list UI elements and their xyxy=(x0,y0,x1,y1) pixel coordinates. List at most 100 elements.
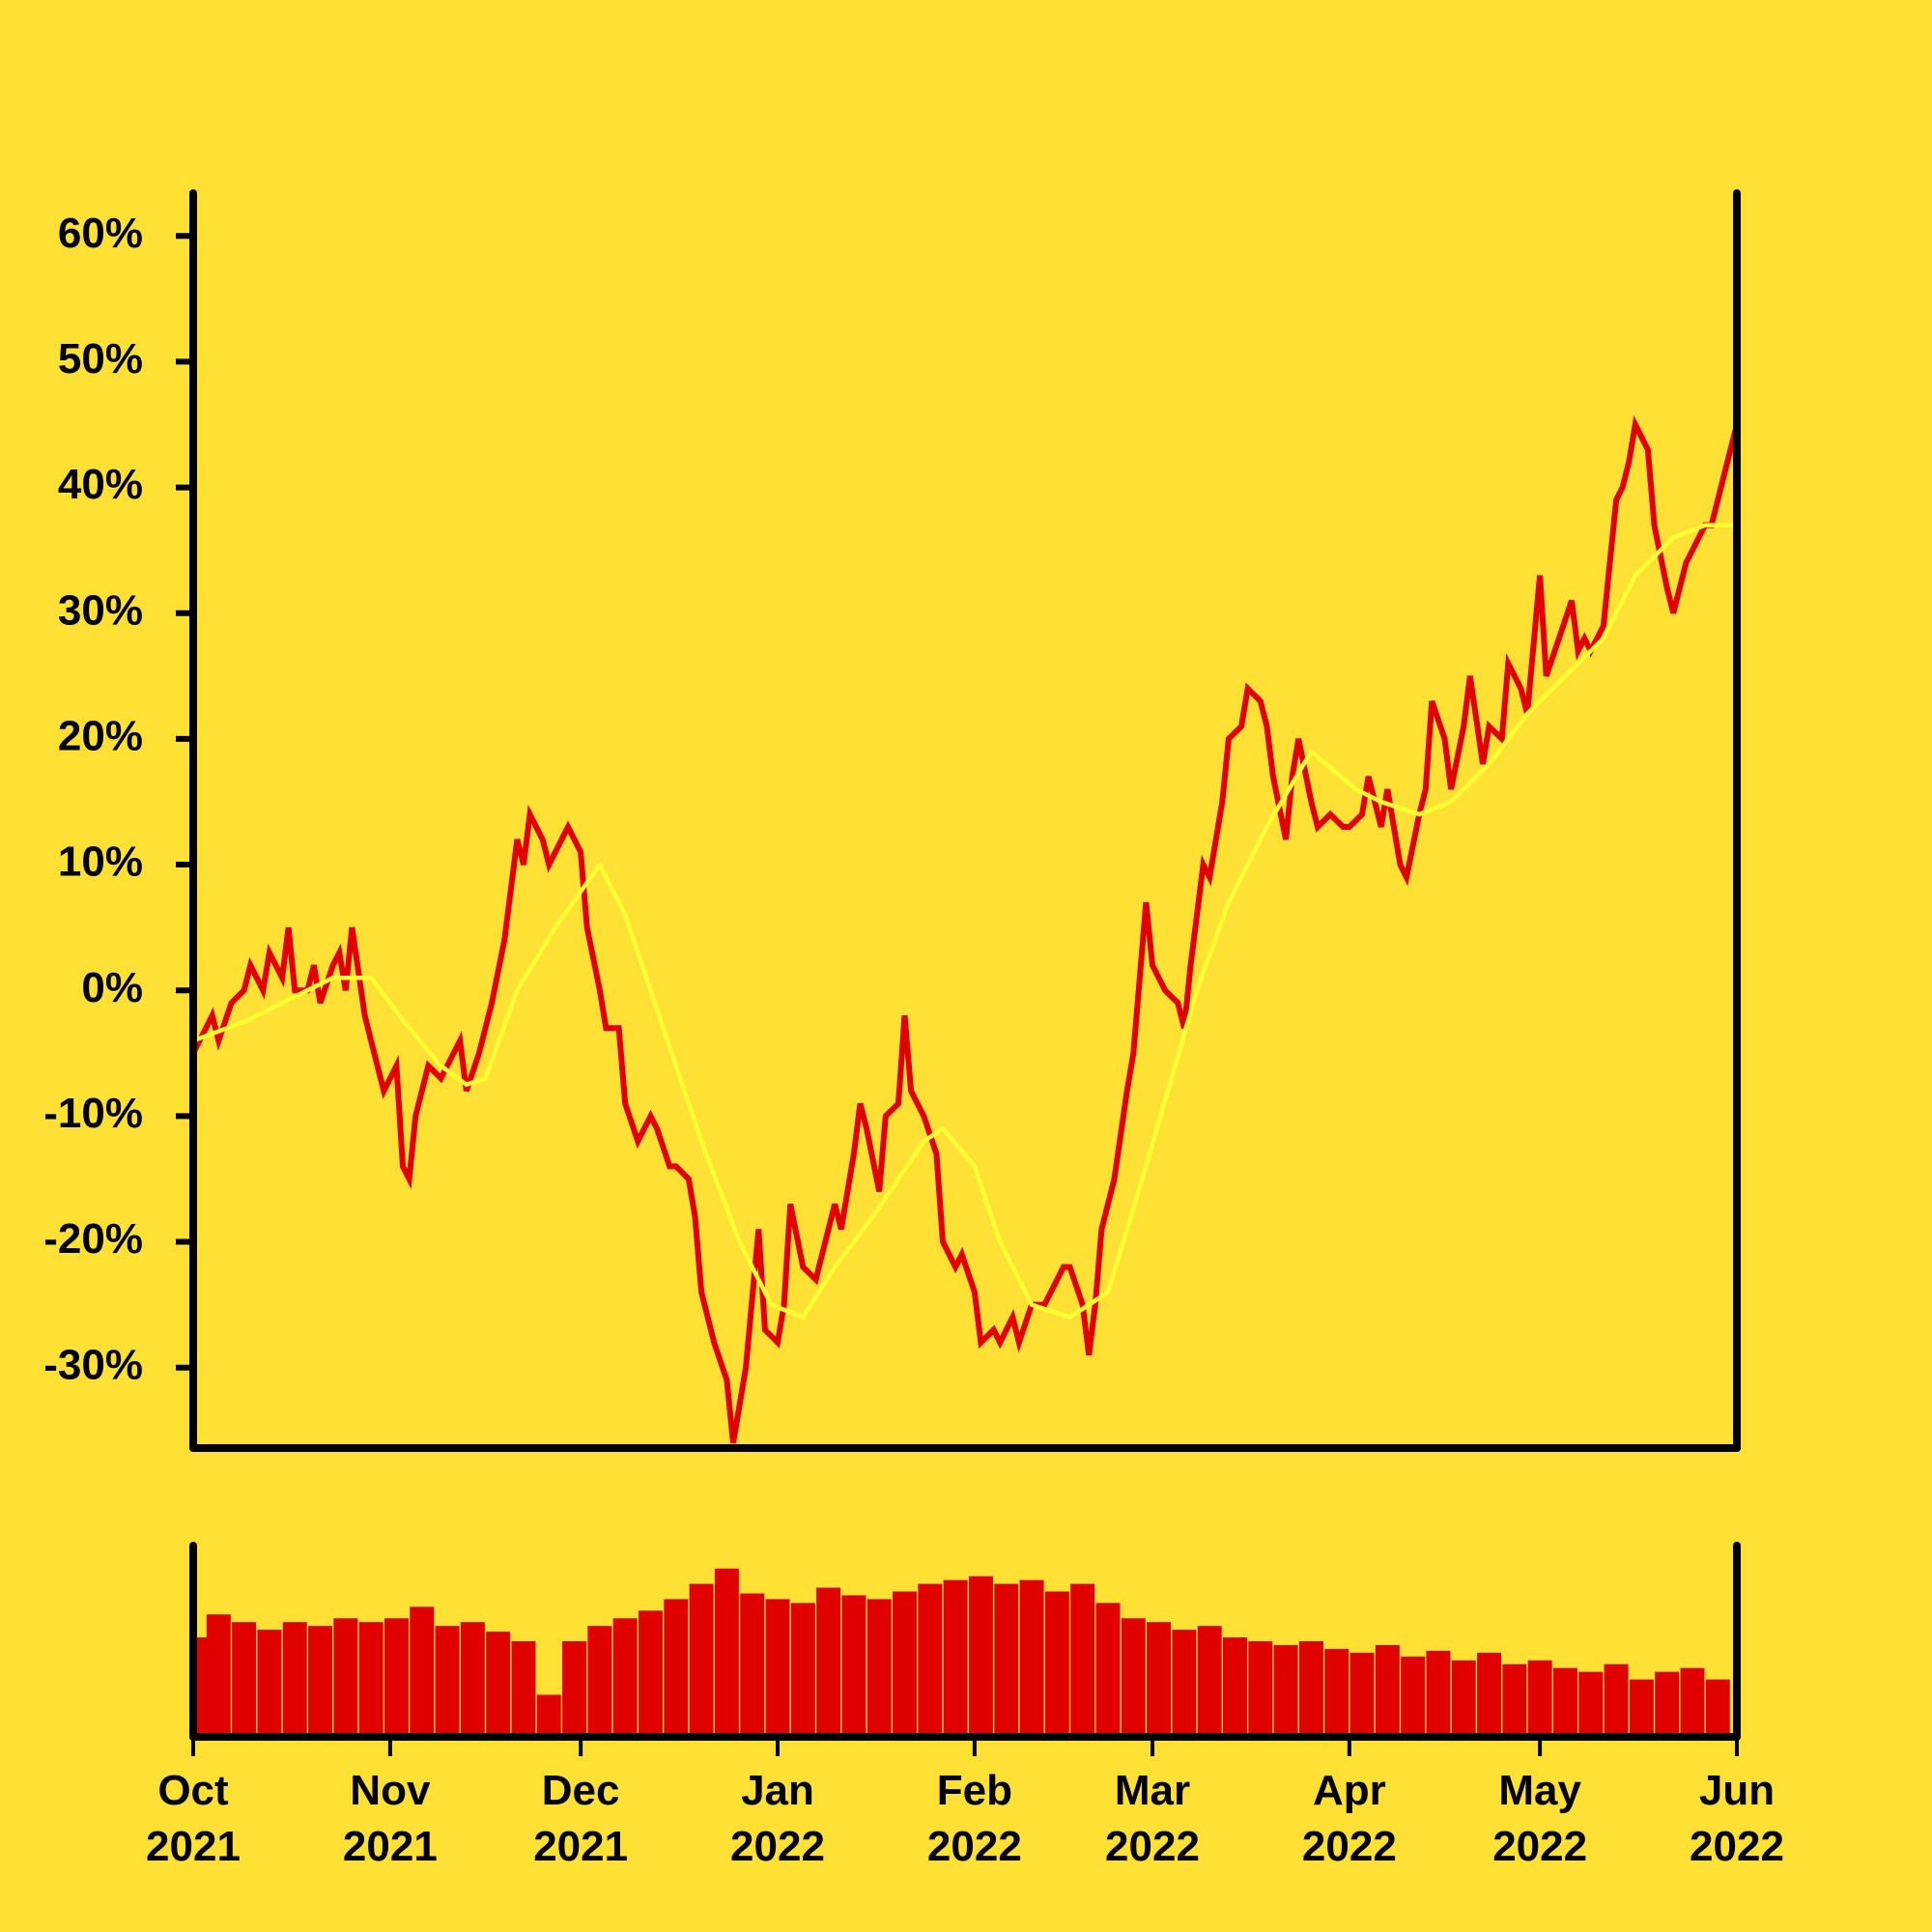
volume-bar xyxy=(536,1694,561,1737)
volume-bar xyxy=(740,1593,765,1737)
line-series xyxy=(192,523,1737,1321)
x-tick-label-line: 2021 xyxy=(533,1823,628,1870)
volume-bar xyxy=(1401,1656,1426,1737)
volume-bar xyxy=(257,1630,282,1737)
volume-bar xyxy=(1147,1622,1172,1737)
x-tick-label-line: 2021 xyxy=(343,1823,438,1870)
volume-bar xyxy=(1172,1630,1197,1737)
volume-bar xyxy=(994,1583,1019,1737)
volume-bar xyxy=(1350,1652,1375,1737)
y-tick-label: -20% xyxy=(43,1215,143,1263)
volume-bar xyxy=(410,1606,435,1737)
x-tick-label: May 2022 xyxy=(1492,1767,1587,1870)
volume-bar xyxy=(486,1632,511,1737)
volume-bar xyxy=(867,1599,892,1737)
volume-bar xyxy=(664,1599,689,1737)
volume-bar xyxy=(968,1576,993,1737)
x-tick-label-line: Jan xyxy=(741,1767,814,1814)
line-series xyxy=(190,414,1740,1444)
volume-bar xyxy=(1680,1667,1705,1737)
x-tick-label-line: 2021 xyxy=(146,1823,241,1870)
y-tick-label: 40% xyxy=(58,461,143,508)
volume-bar xyxy=(1477,1652,1502,1737)
volume-bar xyxy=(1121,1618,1146,1737)
x-tick-label: Jan 2022 xyxy=(730,1767,825,1870)
volume-bar xyxy=(893,1591,918,1737)
x-tick-label-line: 2022 xyxy=(1690,1823,1784,1870)
x-tick-label: Mar 2022 xyxy=(1105,1767,1200,1870)
volume-bar xyxy=(1552,1667,1577,1737)
volume-bar xyxy=(918,1583,943,1737)
y-tick-label: -10% xyxy=(43,1090,143,1137)
volume-bar xyxy=(562,1641,587,1737)
y-tick-label: -30% xyxy=(43,1341,143,1388)
volume-bar xyxy=(1655,1671,1680,1737)
x-tick-label-line: Mar xyxy=(1115,1767,1190,1814)
x-tick-label-line: 2022 xyxy=(927,1823,1022,1870)
x-tick-label: Jun 2022 xyxy=(1690,1767,1784,1870)
volume-bar xyxy=(816,1587,841,1737)
x-tick-label-line: 2022 xyxy=(1302,1823,1397,1870)
volume-bar xyxy=(1527,1660,1552,1737)
volume-bar xyxy=(1298,1641,1323,1737)
volume-bar xyxy=(612,1618,638,1737)
volume-bar xyxy=(587,1626,612,1737)
x-tick-label: Dec 2021 xyxy=(533,1767,628,1870)
x-tick-label-line: Jun xyxy=(1699,1767,1775,1814)
volume-bar xyxy=(1629,1679,1654,1737)
volume-bar xyxy=(841,1595,867,1737)
y-tick-label: 60% xyxy=(58,210,143,257)
x-tick-label-line: Feb xyxy=(937,1767,1012,1814)
x-tick-label-line: 2022 xyxy=(1492,1823,1587,1870)
x-tick-label-line: 2022 xyxy=(730,1823,825,1870)
volume-bar xyxy=(1451,1660,1476,1737)
volume-bar xyxy=(1578,1671,1604,1737)
volume-bar xyxy=(1044,1591,1069,1737)
x-tick-label-line: Oct xyxy=(157,1767,229,1814)
volume-bar xyxy=(1375,1644,1400,1737)
volume-bar xyxy=(1222,1637,1247,1737)
volume-bar xyxy=(765,1599,790,1737)
x-tick-label: Feb 2022 xyxy=(927,1767,1022,1870)
x-tick-label-line: Nov xyxy=(350,1767,431,1814)
volume-bar xyxy=(308,1626,333,1737)
y-tick-label: 10% xyxy=(58,838,143,886)
volume-bar xyxy=(689,1583,714,1737)
volume-bar xyxy=(333,1618,358,1737)
volume-bar xyxy=(1705,1679,1730,1737)
x-tick-label-line: Apr xyxy=(1313,1767,1386,1814)
y-tick-label: 20% xyxy=(58,713,143,760)
volume-bar xyxy=(511,1641,536,1737)
volume-bar xyxy=(1019,1579,1044,1737)
volume-bar xyxy=(232,1622,257,1737)
volume-bar xyxy=(1324,1648,1350,1737)
volume-bar xyxy=(638,1610,663,1737)
x-tick-label-line: 2022 xyxy=(1105,1823,1200,1870)
volume-bar xyxy=(1248,1641,1273,1737)
volume-bar xyxy=(206,1614,231,1737)
volume-bar xyxy=(1070,1583,1095,1737)
volume-bar xyxy=(1273,1644,1298,1737)
x-tick-label: Apr 2022 xyxy=(1302,1767,1397,1870)
volume-bar xyxy=(282,1622,307,1737)
volume-bar xyxy=(435,1626,460,1737)
volume-bar xyxy=(460,1622,485,1737)
volume-bar xyxy=(1502,1663,1527,1737)
volume-bar xyxy=(1095,1603,1121,1737)
x-tick-label: Nov 2021 xyxy=(343,1767,438,1870)
x-tick-label: Oct 2021 xyxy=(146,1767,241,1870)
y-tick-label: 0% xyxy=(81,964,143,1011)
x-tick-label-line: Dec xyxy=(542,1767,620,1814)
x-tick-label-line: May xyxy=(1498,1767,1581,1814)
volume-bar xyxy=(1426,1650,1451,1737)
volume-bar xyxy=(358,1622,384,1737)
volume-bar xyxy=(1604,1663,1629,1737)
volume-bar xyxy=(790,1603,815,1737)
volume-bar xyxy=(384,1618,409,1737)
volume-bar xyxy=(714,1568,739,1737)
volume-bar xyxy=(1197,1626,1222,1737)
y-tick-label: 50% xyxy=(58,335,143,383)
volume-bar xyxy=(943,1579,968,1737)
